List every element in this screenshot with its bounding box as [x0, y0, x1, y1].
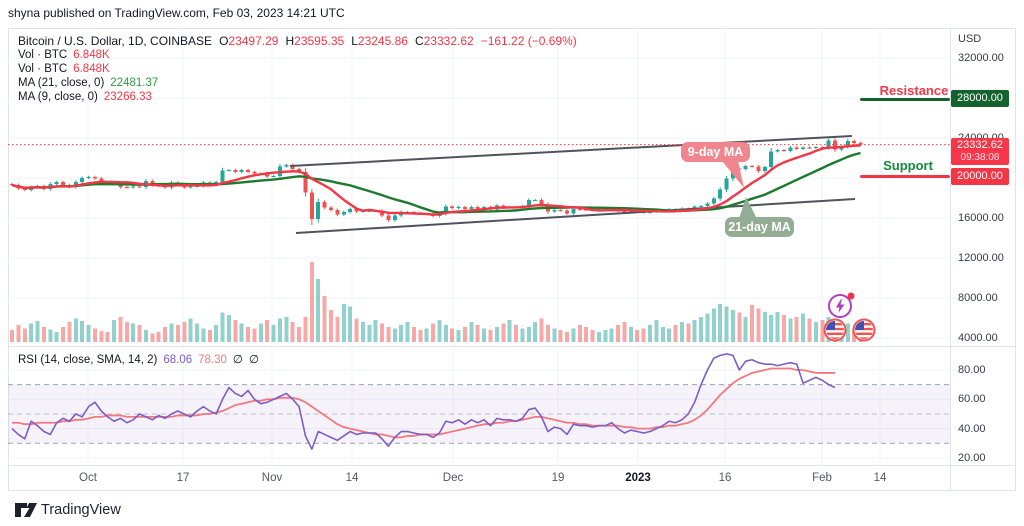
time-axis-label: 17 [176, 472, 190, 484]
rsi-value: ∅ [232, 354, 243, 366]
ohlc-key: L [351, 34, 358, 48]
ohlc-value: 23497.29 [228, 34, 279, 48]
indicator-value: 6.848K [73, 63, 110, 75]
price-axis-label: 32000.00 [958, 52, 1004, 64]
pane-divider[interactable] [8, 346, 1016, 347]
price-axis-label: 8000.00 [958, 292, 998, 304]
ma21-callout-badge[interactable]: 21-day MA [725, 217, 794, 237]
price-axis-label: 4000.00 [958, 332, 998, 344]
last-price-value: 23332.62 [957, 139, 1003, 151]
lightning-idea-icon[interactable] [826, 290, 856, 320]
tradingview-logo-icon[interactable] [14, 501, 38, 519]
indicator-value: 22481.37 [110, 77, 159, 89]
ohlc-value: 23332.62 [423, 34, 474, 48]
support-line[interactable] [860, 175, 950, 178]
symbol-title: Bitcoin / U.S. Dollar, 1D, COINBASE [18, 34, 213, 48]
price-axis-separator[interactable] [950, 28, 951, 490]
time-axis-label: 14 [873, 472, 887, 484]
indicator-value: 6.848K [73, 49, 110, 61]
indicator-label: Vol · BTC [18, 49, 68, 61]
indicator-legend-row[interactable]: MA (21, close, 0) 22481.37 [18, 76, 577, 90]
change-value: −161.22 (−0.69%) [480, 34, 577, 48]
published-header: shyna published on TradingView.com, Feb … [8, 6, 345, 20]
indicator-label: MA (9, close, 0) [18, 91, 98, 103]
chart-legend: Bitcoin / U.S. Dollar, 1D, COINBASE O2349… [18, 34, 577, 104]
ohlc-value: 23245.86 [357, 34, 408, 48]
indicator-label: MA (21, close, 0) [18, 77, 105, 89]
symbol-title-row[interactable]: Bitcoin / U.S. Dollar, 1D, COINBASE O2349… [18, 34, 577, 48]
time-axis-label: 16 [718, 472, 732, 484]
time-axis-label: 2023 [625, 472, 651, 484]
indicator-label: Vol · BTC [18, 63, 68, 75]
rsi-value: 68.06 [163, 354, 193, 366]
ohlc-key: C [414, 34, 424, 48]
indicator-legend-row[interactable]: Vol · BTC 6.848K [18, 48, 577, 62]
us-flag-event-icons[interactable] [821, 317, 881, 343]
rsi-axis-label: 60.00 [958, 393, 986, 406]
ma9-callout-badge[interactable]: 9-day MA [681, 142, 750, 162]
time-axis-label: 14 [345, 472, 359, 484]
rsi-axis-label: 20.00 [958, 451, 986, 464]
chart-bottom-border [8, 490, 1016, 491]
time-axis-label: Nov [261, 472, 283, 484]
resistance-label[interactable]: Resistance [879, 83, 949, 98]
ohlc-key: H [285, 34, 295, 48]
time-axis-label: 19 [551, 472, 565, 484]
price-axis-label: 16000.00 [958, 212, 1004, 224]
support-price-badge[interactable]: 20000.00 [951, 168, 1009, 185]
time-axis-label: Dec [442, 472, 464, 484]
indicator-value: 23266.33 [103, 91, 152, 103]
rsi-axis-label: 80.00 [958, 364, 986, 376]
time-axis-label: Feb [812, 472, 832, 484]
ohlc-value: 23595.35 [294, 34, 345, 48]
indicator-legend-row[interactable]: Vol · BTC 6.848K [18, 62, 577, 76]
chart-right-border [1015, 28, 1016, 490]
time-axis-label: Oct [79, 472, 97, 484]
support-label[interactable]: Support [883, 158, 933, 173]
ohlc-key: O [219, 34, 229, 48]
rsi-legend-label: RSI (14, close, SMA, 14, 2) [18, 354, 158, 366]
price-axis-label: 12000.00 [958, 252, 1004, 264]
time-axis-separator [8, 465, 1016, 466]
bar-countdown: 09:38:08 [960, 152, 1000, 163]
rsi-legend[interactable]: RSI (14, close, SMA, 14, 2) 68.06 78.30 ∅ ∅ [18, 352, 271, 366]
chart-top-border [8, 28, 1016, 29]
resistance-line[interactable] [860, 98, 950, 101]
rsi-value: 78.30 [198, 354, 227, 366]
resistance-price-badge[interactable]: 28000.00 [951, 90, 1009, 107]
chart-left-border [8, 28, 9, 490]
price-axis-unit[interactable]: USD [958, 33, 982, 45]
indicator-legend-row[interactable]: MA (9, close, 0) 23266.33 [18, 90, 577, 104]
rsi-value: ∅ [248, 354, 259, 366]
last-price-badge: 23332.62 09:38:08 [951, 138, 1009, 165]
rsi-axis-label: 40.00 [958, 422, 986, 435]
tradingview-wordmark[interactable]: TradingView [41, 502, 121, 518]
